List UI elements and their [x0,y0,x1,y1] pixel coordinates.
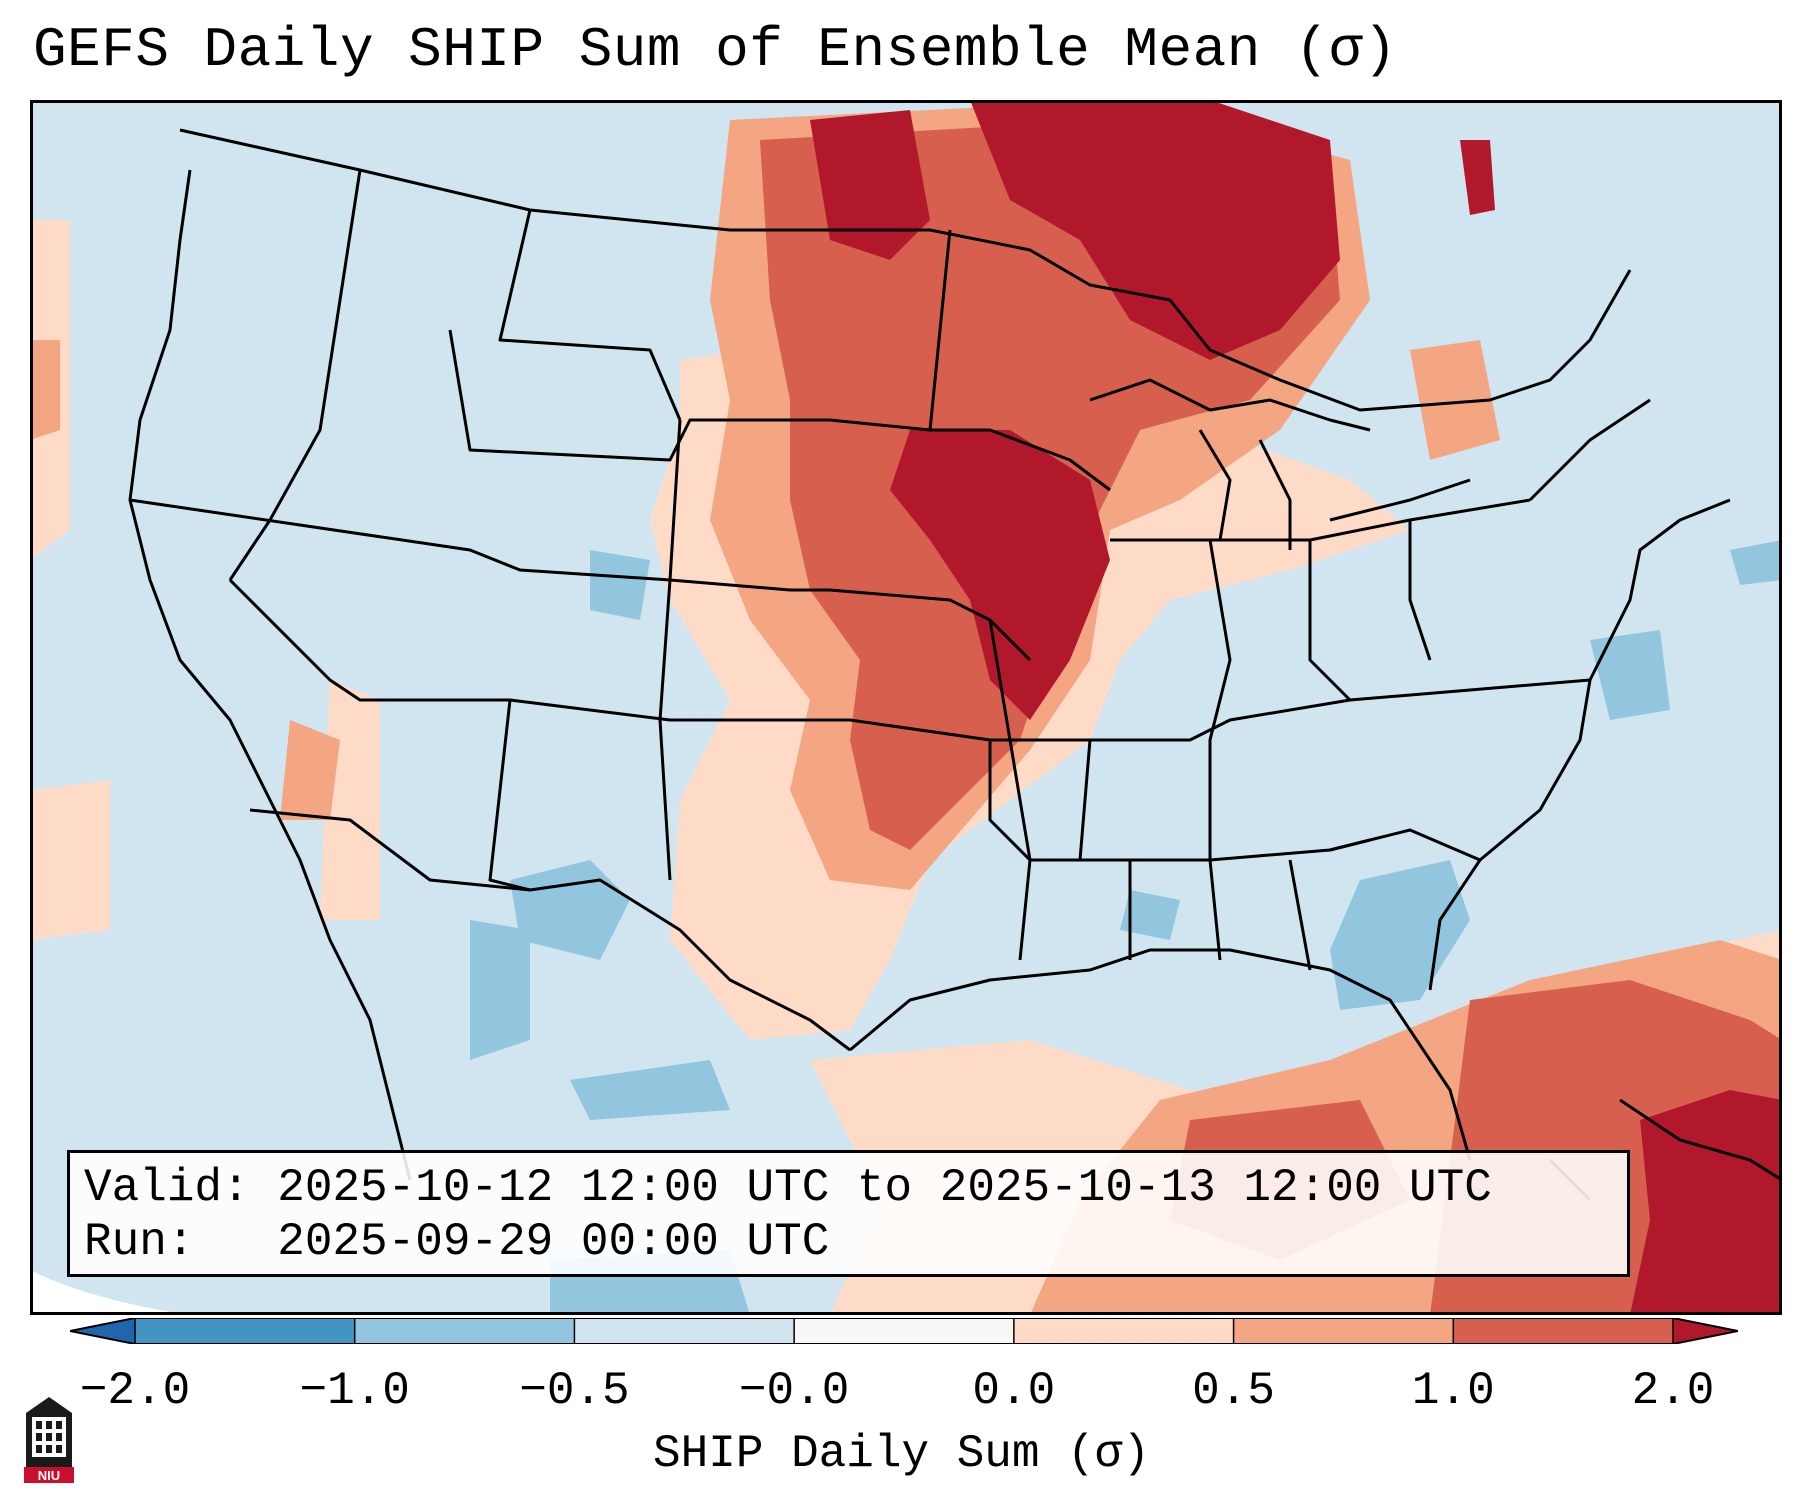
valid-run-infobox: Valid: 2025-10-12 12:00 UTC to 2025-10-1… [67,1150,1630,1277]
colorbar-bin [1233,1318,1454,1344]
positive-anomaly-extreme [810,100,1782,1315]
colorbar-bin [135,1318,356,1344]
valid-time-text: Valid: 2025-10-12 12:00 UTC to 2025-10-1… [84,1162,1492,1214]
colorbar-extend-high [1673,1318,1738,1344]
domain-edge-sw [30,1270,190,1315]
logo-text: NIU [38,1468,60,1483]
colorbar-extend-low [70,1318,135,1344]
colorbar-tick-label: 0.5 [1192,1365,1275,1417]
colorbar-bin [794,1318,1015,1344]
colorbar-bin [574,1318,795,1344]
map-frame [30,100,1782,1315]
colorbar-tick-label: 0.0 [972,1365,1056,1417]
run-time-text: Run: 2025-09-29 00:00 UTC [84,1216,830,1268]
colorbar-bin [354,1318,575,1344]
political-borders [128,128,1731,1181]
anomaly-map [30,100,1782,1315]
colorbar-tick-label: −0.5 [519,1365,630,1417]
colorbar-tick-label: −2.0 [79,1365,191,1417]
niu-logo-icon: NIU [24,1397,74,1483]
colorbar-tick-label: 2.0 [1631,1365,1715,1417]
colorbar-bin [1013,1318,1235,1344]
colorbar [70,1318,1738,1344]
colorbar-bin [1453,1318,1674,1344]
colorbar-tick-label: −0.0 [738,1365,850,1417]
colorbar-tick-label: −1.0 [299,1365,410,1417]
plot-title: GEFS Daily SHIP Sum of Ensemble Mean (σ) [33,18,1398,82]
colorbar-label: SHIP Daily Sum (σ) [653,1428,1150,1480]
colorbar-tick-label: 1.0 [1411,1365,1495,1417]
